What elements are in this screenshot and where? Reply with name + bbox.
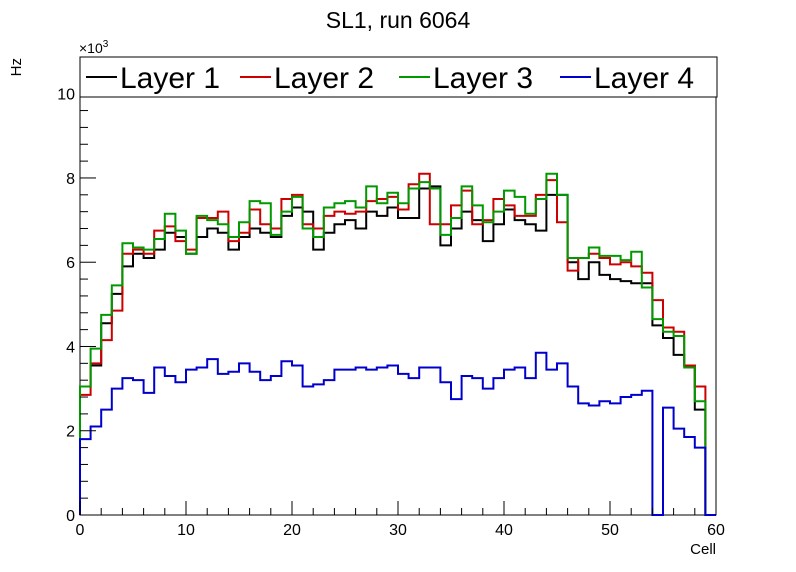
x-tick-label: 30	[389, 522, 407, 539]
x-tick-label: 40	[495, 522, 513, 539]
y-tick-label: 6	[66, 255, 75, 272]
axes-layer: 0 10 20 30 40 50 60 0 2 4 6 8 10	[57, 59, 725, 539]
series-line-layer-2	[79, 172, 716, 516]
y-axis-label: Hz	[8, 58, 25, 76]
series-line-layer-4	[79, 351, 716, 516]
x-tick-label: 50	[601, 522, 619, 539]
legend-label-layer-3: Layer 3	[433, 62, 533, 95]
y-tick-label: 2	[66, 424, 75, 441]
plot-frame	[79, 59, 717, 516]
legend-box	[79, 56, 718, 98]
x-tick-label: 10	[177, 522, 195, 539]
series-layer	[79, 172, 716, 516]
x-tick-label: 0	[76, 522, 85, 539]
y-tick-label: 10	[57, 87, 75, 104]
x-axis-label: Cell	[690, 541, 716, 558]
legend-label-layer-2: Layer 2	[274, 62, 374, 95]
plot-area	[79, 59, 717, 516]
y-axis-multiplier-base: ×10	[79, 40, 103, 56]
chart-title: SL1, run 6064	[326, 7, 471, 33]
y-axis-multiplier: ×103	[79, 39, 109, 56]
legend-label-layer-1: Layer 1	[120, 62, 220, 95]
legend-label-layer-4: Layer 4	[594, 62, 694, 95]
y-axis-multiplier-exponent: 3	[103, 39, 109, 50]
legend: Layer 1 Layer 2 Layer 3 Layer 4	[79, 56, 718, 98]
series-line-layer-1	[79, 185, 716, 516]
x-tick-label: 20	[283, 522, 301, 539]
y-tick-label: 0	[66, 508, 75, 525]
y-tick-label: 4	[66, 339, 75, 356]
y-tick-label: 8	[66, 171, 75, 188]
x-tick-label: 60	[707, 522, 725, 539]
series-line-layer-3	[79, 172, 716, 516]
